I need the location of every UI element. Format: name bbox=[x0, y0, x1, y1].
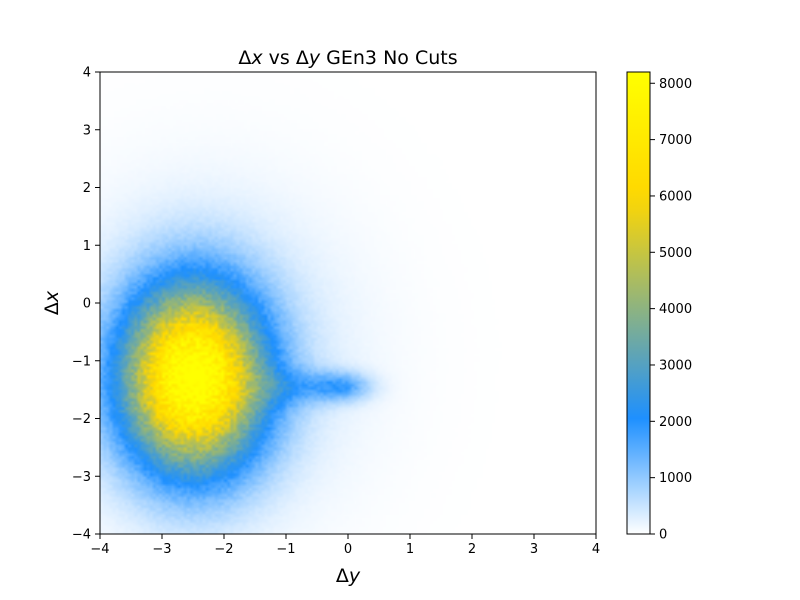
x-tick-label: −2 bbox=[214, 542, 233, 557]
colorbar: 0 1000 2000 3000 4000 5000 6000 7000 8000 bbox=[626, 71, 692, 543]
x-tick-label: 3 bbox=[530, 542, 538, 557]
title-delta-x-symbol: Δ bbox=[238, 47, 251, 69]
x-tick-label: 4 bbox=[592, 542, 600, 557]
x-tick-label: 2 bbox=[468, 542, 476, 557]
title-delta-y-symbol: Δ bbox=[296, 47, 309, 69]
colorbar-tick-label: 3000 bbox=[659, 358, 692, 373]
title-vs-word: vs bbox=[263, 47, 296, 69]
y-tick-label: 0 bbox=[83, 297, 91, 312]
x-axis-variable: y bbox=[348, 565, 361, 587]
colorbar-tick-label: 6000 bbox=[659, 189, 692, 204]
y-tick-label: −4 bbox=[72, 528, 91, 543]
colorbar-ticks: 0 1000 2000 3000 4000 5000 6000 7000 8000 bbox=[650, 77, 692, 543]
x-axis-delta-symbol: Δ bbox=[336, 565, 349, 587]
y-axis-title: Δx bbox=[41, 290, 63, 315]
title-x-variable: x bbox=[250, 47, 263, 69]
x-axis-title: Δy bbox=[336, 565, 361, 587]
y-axis-ticks: −4 −3 −2 −1 0 1 2 3 4 bbox=[72, 66, 100, 543]
y-tick-label: −3 bbox=[72, 470, 91, 485]
colorbar-tick-label: 4000 bbox=[659, 302, 692, 317]
title-rest: GEn3 No Cuts bbox=[320, 47, 457, 69]
colorbar-gradient bbox=[627, 72, 650, 534]
y-tick-label: −1 bbox=[72, 354, 91, 369]
colorbar-frame bbox=[626, 71, 651, 535]
x-tick-label: −1 bbox=[276, 542, 295, 557]
colorbar-tick-label: 8000 bbox=[659, 77, 692, 92]
y-tick-label: 3 bbox=[83, 123, 91, 138]
x-tick-label: 1 bbox=[406, 542, 414, 557]
chart-title: Δx vs Δy GEn3 No Cuts bbox=[238, 47, 457, 69]
y-tick-label: 4 bbox=[83, 66, 91, 81]
colorbar-tick-label: 1000 bbox=[659, 471, 692, 486]
x-tick-label: 0 bbox=[344, 542, 352, 557]
x-tick-label: −3 bbox=[152, 542, 171, 557]
colorbar-tick-label: 5000 bbox=[659, 246, 692, 261]
colorbar-tick-label: 7000 bbox=[659, 133, 692, 148]
heatmap-plot-area bbox=[99, 71, 597, 535]
y-tick-label: 1 bbox=[83, 239, 91, 254]
x-axis-ticks: −4 −3 −2 −1 0 1 2 3 4 bbox=[90, 534, 600, 557]
y-tick-label: 2 bbox=[83, 181, 91, 196]
colorbar-tick-label: 2000 bbox=[659, 415, 692, 430]
title-y-variable: y bbox=[308, 47, 321, 69]
y-axis-variable: x bbox=[41, 290, 63, 303]
x-tick-label: −4 bbox=[90, 542, 109, 557]
y-tick-label: −2 bbox=[72, 412, 91, 427]
y-axis-delta-symbol: Δ bbox=[41, 302, 63, 315]
colorbar-tick-label: 0 bbox=[659, 528, 667, 543]
heatmap-image bbox=[100, 72, 596, 534]
